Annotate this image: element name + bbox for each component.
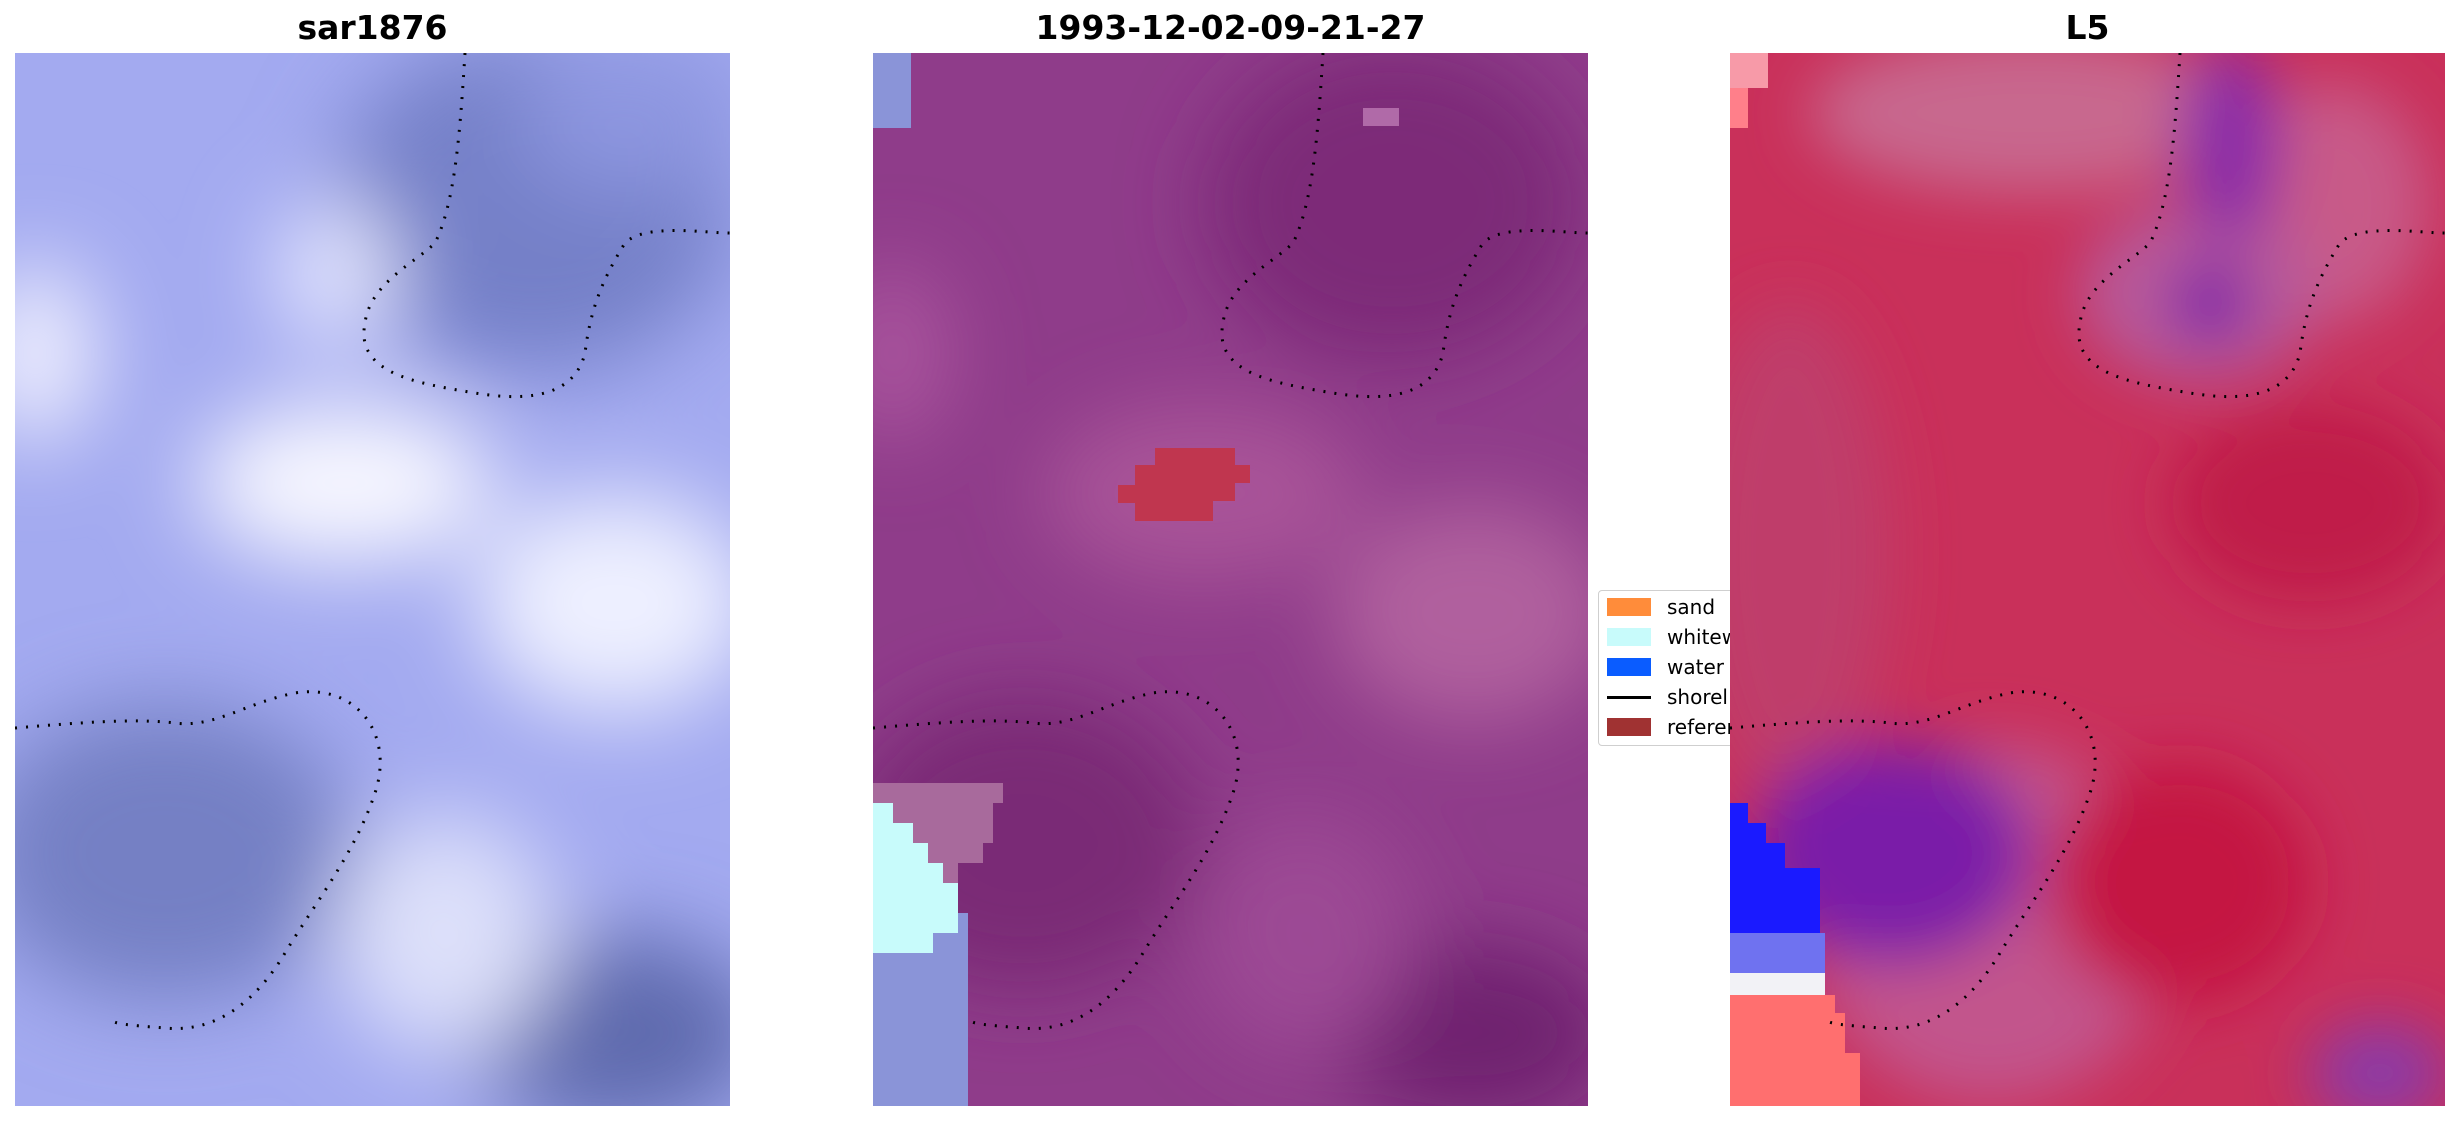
- reference-swatch: [1607, 718, 1651, 736]
- legend-label: referen: [1667, 715, 1738, 739]
- legend-label: whitew: [1667, 625, 1738, 649]
- legend-item-water: water: [1607, 654, 1724, 680]
- legend-label: sand: [1667, 595, 1716, 619]
- shoreline-lower: [15, 690, 382, 1031]
- classification-image: [873, 53, 1588, 1106]
- sand-swatch: [1607, 598, 1651, 616]
- sar-image: [15, 53, 730, 1106]
- l5-image-panel: [1730, 53, 2445, 1106]
- panel-title-date: 1993-12-02-09-21-27: [1035, 8, 1426, 47]
- panel-title-sar: sar1876: [297, 8, 448, 47]
- shoreline-line-swatch: [1607, 695, 1651, 699]
- legend-item-whitewater: whitew: [1607, 624, 1738, 650]
- legend: sand whitew water shorel referen: [1598, 590, 1738, 746]
- shoreline-upper: [2077, 53, 2445, 399]
- classification-panel: [873, 53, 1588, 1106]
- shoreline-upper: [1220, 53, 1588, 399]
- reference-patch: [1118, 448, 1250, 521]
- l5-image: [1730, 53, 2445, 1106]
- legend-label: water: [1667, 655, 1724, 679]
- whitewater-patch: [873, 803, 958, 953]
- shoreline-lower: [873, 690, 1240, 1031]
- shoreline-lower: [1730, 690, 2097, 1031]
- sar-image-panel: [15, 53, 730, 1106]
- water-swatch: [1607, 658, 1651, 676]
- water-patch: [1730, 803, 1820, 933]
- legend-item-reference: referen: [1607, 714, 1738, 740]
- legend-label: shorel: [1667, 685, 1728, 709]
- shoreline-upper: [362, 53, 730, 399]
- legend-item-sand: sand: [1607, 594, 1715, 620]
- legend-item-shoreline: shorel: [1607, 684, 1728, 710]
- panel-title-l5: L5: [2065, 8, 2110, 47]
- whitewater-swatch: [1607, 628, 1651, 646]
